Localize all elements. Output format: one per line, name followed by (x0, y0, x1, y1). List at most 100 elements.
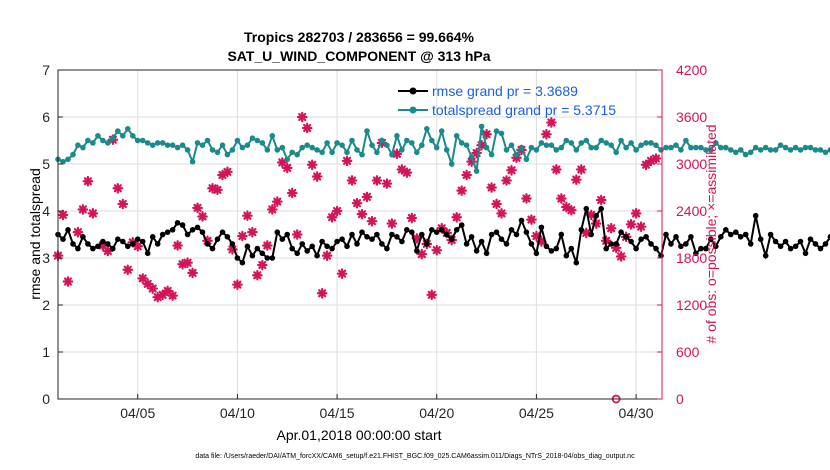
rmse-point (473, 248, 480, 254)
rmse-point (538, 224, 545, 231)
rmse-point (508, 227, 515, 233)
x-tick-label: 04/25 (519, 405, 554, 421)
chart-title: Tropics 282703 / 283656 = 99.664% (244, 29, 475, 45)
rmse-point (618, 229, 624, 235)
obs-marker-stroke (462, 170, 471, 180)
rmse-point (568, 245, 575, 252)
obs-assimilated-point (546, 117, 557, 128)
rmse-point (419, 231, 425, 238)
rmse-point (309, 243, 316, 250)
spread-point (139, 137, 146, 144)
obs-marker-stroke (342, 156, 352, 165)
obs-assimilated-point (416, 248, 428, 260)
obs-marker-stroke (143, 279, 152, 288)
rmse-point (723, 227, 729, 233)
spread-point (752, 144, 759, 151)
rmse-point (120, 238, 126, 245)
rmse-point (339, 236, 345, 242)
spread-point (728, 147, 734, 153)
obs-assimilated-point (630, 208, 642, 219)
spread-point (663, 144, 669, 151)
obs-assimilated-point (506, 164, 517, 176)
rmse-point (648, 241, 654, 247)
rmse-point (199, 229, 206, 235)
rmse-point (125, 243, 131, 250)
obs-marker-stroke (651, 154, 661, 163)
spread-point (95, 133, 101, 139)
obs-marker-stroke (88, 209, 97, 218)
spread-point (134, 137, 141, 144)
rmse-point (513, 231, 520, 238)
rmse-point (693, 250, 699, 257)
obs-marker-stroke (542, 130, 551, 139)
rmse-point (523, 229, 530, 235)
obs-assimilated-point (147, 283, 158, 294)
spread-point (429, 137, 435, 144)
rmse-point (762, 252, 769, 259)
rmse-point (359, 229, 365, 235)
rmse-point (673, 234, 679, 240)
obs-assimilated-point (595, 194, 607, 206)
spread-point (264, 147, 271, 153)
spread-point (762, 144, 769, 151)
obs-marker-stroke (258, 260, 267, 270)
rmse-point (787, 245, 794, 252)
obs-assimilated-point (431, 244, 443, 256)
legend-rmse-label: rmse grand pr = 3.3689 (432, 83, 578, 99)
rmse-point (737, 234, 744, 240)
rmse-point (812, 241, 819, 247)
obs-assimilated-point (102, 245, 114, 257)
obs-assimilated-point (491, 198, 502, 210)
obs-assimilated-point (426, 289, 438, 301)
rmse-point (244, 243, 251, 250)
y2-tick-label: 600 (676, 344, 700, 360)
spread-point (379, 137, 385, 144)
y2-tick-label: 2400 (676, 203, 707, 219)
obs-marker-stroke (183, 258, 192, 267)
rmse-point (802, 250, 809, 257)
obs-assimilated-point (371, 175, 383, 186)
spread-point (229, 147, 236, 153)
rmse-point (284, 231, 291, 238)
rmse-point (105, 241, 111, 247)
spread-point (678, 147, 684, 153)
y2-tick-label: 3000 (676, 156, 707, 172)
obs-marker-stroke (58, 210, 68, 219)
rmse-point (169, 227, 176, 233)
spread-point (643, 140, 649, 146)
obs-assimilated-point (381, 178, 393, 189)
spread-point (478, 123, 485, 130)
rmse-point (822, 241, 829, 247)
spread-point (438, 128, 445, 134)
rmse-point (603, 245, 609, 252)
spread-point (224, 151, 231, 158)
obs-assimilated-point (232, 279, 243, 290)
rmse-point (60, 236, 66, 242)
rmse-point (653, 245, 659, 252)
rmse-point (259, 250, 266, 257)
data-file-footer: data file: /Users/raeder/DAI/ATM_forcXX/… (195, 453, 635, 460)
spread-point (623, 144, 629, 151)
legend-rmse-marker (409, 87, 417, 95)
y2-tick-label: 0 (676, 391, 684, 407)
obs-marker-stroke (253, 271, 262, 280)
obs-marker-stroke (273, 197, 282, 206)
spread-point (503, 147, 510, 153)
obs-marker-stroke (63, 277, 73, 286)
spread-point (90, 140, 96, 146)
spread-point (483, 144, 490, 151)
spread-point (683, 137, 689, 144)
spread-point (105, 140, 111, 146)
rmse-point (643, 234, 649, 240)
spread-point (110, 135, 116, 141)
spread-point (767, 147, 774, 153)
obs-assimilated-point (112, 182, 124, 194)
rmse-point (463, 241, 470, 247)
rmse-point (543, 243, 550, 250)
obs-assimilated-point (117, 198, 129, 210)
obs-marker-stroke (233, 280, 242, 289)
spread-point (742, 151, 749, 158)
rmse-point (698, 245, 704, 252)
rmse-point (80, 234, 86, 240)
